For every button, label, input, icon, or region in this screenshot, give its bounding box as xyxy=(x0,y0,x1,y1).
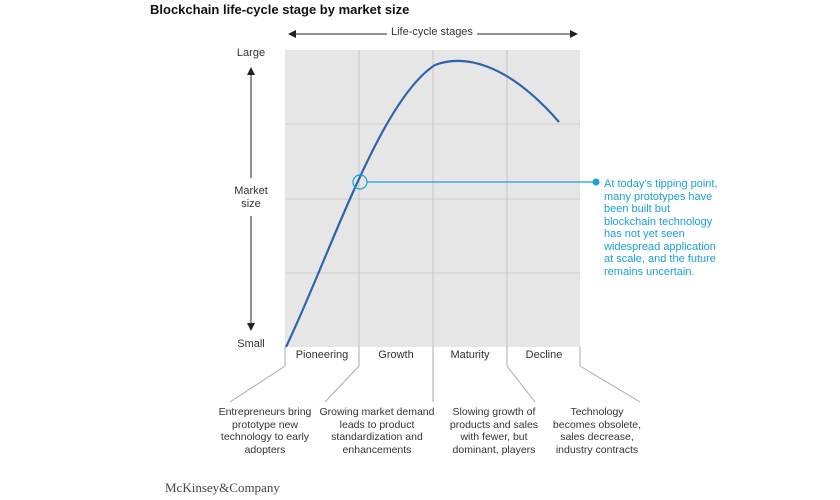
stage-description-growth: Growing market demand leads to product s… xyxy=(319,406,435,456)
stage-label-decline: Decline xyxy=(525,349,563,361)
stage-description-decline: Technology becomes obsolete, sales decre… xyxy=(552,406,642,456)
mckinsey-logo: McKinsey&Company xyxy=(165,480,280,495)
connector-line xyxy=(324,365,360,403)
connector-line xyxy=(229,365,286,403)
stage-label-pioneering: Pioneering xyxy=(295,349,349,361)
callout-dot xyxy=(592,178,600,186)
tipping-point-callout: At today’s tipping point, many prototype… xyxy=(604,178,718,278)
y-axis-title: Market size xyxy=(234,185,268,210)
lifecycle-curve xyxy=(285,59,560,348)
stage-label-maturity: Maturity xyxy=(450,349,490,361)
stage-label-growth: Growth xyxy=(378,349,414,361)
chart-title: Blockchain life-cycle stage by market si… xyxy=(150,2,410,17)
lifecycle-stages-label: Life-cycle stages xyxy=(387,26,477,38)
stage-description-pioneering: Entrepreneurs bring prototype new techno… xyxy=(218,406,312,456)
connector-line xyxy=(579,365,641,403)
stage-description-maturity: Slowing growth of products and sales wit… xyxy=(449,406,539,456)
connector-line xyxy=(506,365,536,403)
y-axis-top-label: Large xyxy=(236,47,266,59)
y-axis-bottom-label: Small xyxy=(237,338,265,350)
